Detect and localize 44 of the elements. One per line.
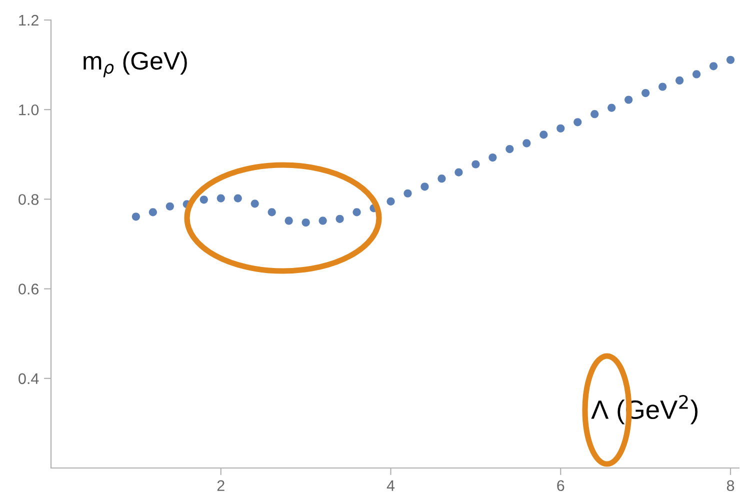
point <box>234 194 242 202</box>
point <box>438 174 446 183</box>
point <box>404 189 412 198</box>
point <box>268 208 276 216</box>
point <box>216 194 225 202</box>
point <box>692 70 701 78</box>
y-axis-title: m$_{ρ}$ (GeV) <box>84 51 187 78</box>
x-tick-label: 4 <box>386 480 395 491</box>
point <box>540 130 548 139</box>
point <box>590 110 599 118</box>
y-tick-label: 0.8 <box>18 194 39 205</box>
point <box>336 214 344 223</box>
y-tick-label: 0.6 <box>18 284 39 294</box>
point <box>420 182 429 191</box>
y-tick-label: 0.4 <box>18 373 39 384</box>
point <box>709 62 718 70</box>
point <box>488 153 497 162</box>
point <box>726 56 735 64</box>
point <box>675 76 684 85</box>
x-tick-label: 6 <box>557 480 564 492</box>
x-tick-label: 8 <box>726 480 734 492</box>
point <box>608 104 616 112</box>
x-tick-label: 2 <box>217 480 224 491</box>
point <box>352 208 361 216</box>
point <box>624 96 633 104</box>
point <box>522 139 531 148</box>
point <box>386 197 395 206</box>
point <box>148 208 157 216</box>
point <box>472 160 480 168</box>
point <box>250 200 259 208</box>
point <box>642 88 650 98</box>
y-tick-label: 1.2 <box>19 14 38 26</box>
point <box>132 212 140 221</box>
point <box>302 218 310 227</box>
point <box>454 168 463 176</box>
y-tick-label: 1.0 <box>19 104 39 116</box>
point <box>166 202 174 210</box>
point <box>658 82 667 91</box>
point <box>200 196 208 204</box>
point <box>574 118 582 126</box>
point <box>318 216 327 225</box>
point <box>556 124 565 132</box>
point <box>284 216 293 225</box>
point <box>506 144 514 154</box>
